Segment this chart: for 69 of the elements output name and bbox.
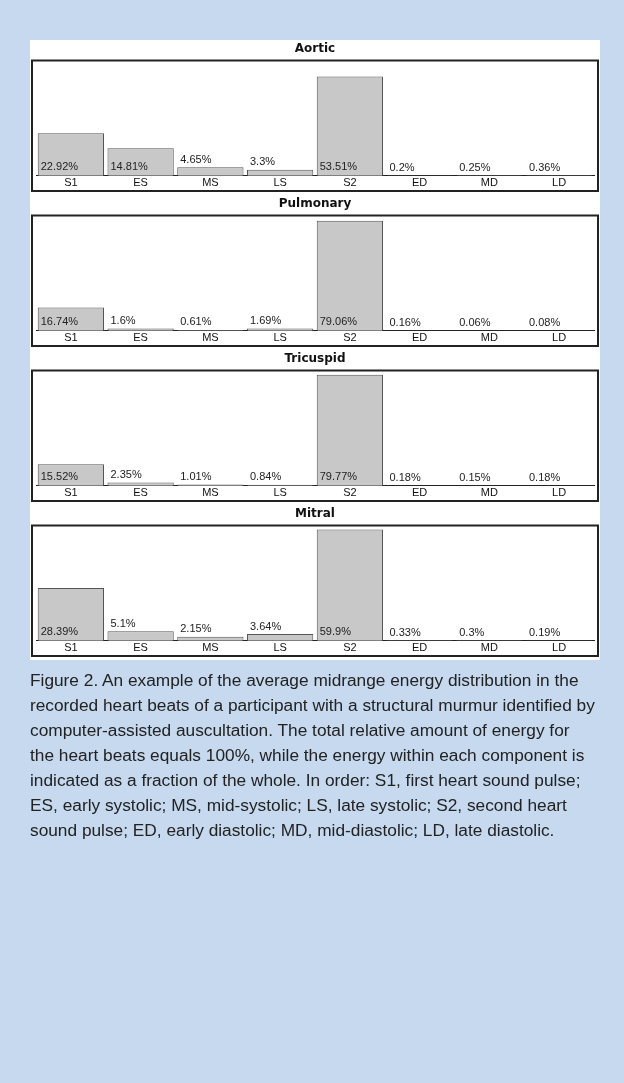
- x-tick-label: S2: [343, 331, 357, 344]
- x-tick-label: ED: [411, 641, 428, 654]
- data-label: 0.61%: [180, 315, 212, 328]
- x-tick-label: MD: [480, 486, 498, 499]
- data-label: 28.39%: [40, 625, 79, 638]
- x-tick-label: ES: [133, 641, 148, 654]
- data-label: 0.2%: [389, 160, 415, 173]
- x-tick-label: ES: [133, 486, 148, 499]
- data-label: 0.16%: [389, 316, 421, 329]
- x-tick-label: S2: [343, 176, 357, 189]
- x-tick-label: LS: [273, 331, 287, 344]
- data-label: 1.01%: [180, 469, 212, 482]
- data-label: 16.74%: [40, 315, 79, 328]
- x-tick-label: MD: [480, 331, 498, 344]
- x-tick-label: LS: [273, 486, 287, 499]
- chart-title: Aortic: [294, 41, 336, 56]
- x-tick-label: MD: [480, 641, 498, 654]
- data-label: 0.36%: [528, 160, 561, 173]
- data-label: 15.52%: [40, 470, 79, 483]
- data-label: 14.81%: [110, 160, 149, 173]
- data-label: 0.84%: [249, 470, 282, 483]
- x-tick-label: S2: [343, 486, 357, 499]
- x-tick-label: MS: [202, 176, 219, 189]
- data-label: 0.25%: [459, 160, 491, 173]
- x-tick-label: S1: [64, 331, 78, 344]
- x-tick-label: S1: [64, 641, 78, 654]
- x-tick-label: LD: [552, 176, 567, 189]
- data-label: 22.92%: [40, 160, 79, 173]
- x-tick-label: S2: [343, 641, 357, 654]
- x-tick-label: LS: [273, 641, 287, 654]
- x-tick-label: LD: [552, 331, 567, 344]
- x-tick-label: LD: [552, 641, 567, 654]
- data-label: 2.15%: [180, 622, 212, 635]
- chart-title: Tricuspid: [284, 351, 346, 366]
- data-label: 1.69%: [249, 313, 282, 326]
- data-label: 0.15%: [459, 471, 491, 484]
- x-tick-label: MS: [202, 641, 219, 654]
- caption: Figure 2. An example of the average midrange energy distribution in the recorded heart beats of a participant with a structural murmur identified by computer-assisted auscultation. The total relative amount of energy for the heart beats equals 100%, while the energy within each component is indicated as a fraction of the whole. In order: S1, first heart sound pulse; ES, early systolic; MS, mid-systolic; LS, late systolic; S2, second heart sound pulse; ED, early diastolic; MD, mid-diastolic; LD, late diastolic.: [30, 669, 596, 842]
- x-tick-label: LS: [273, 176, 287, 189]
- x-tick-label: MD: [480, 176, 498, 189]
- data-label: 3.64%: [249, 619, 282, 632]
- x-tick-label: ED: [411, 486, 428, 499]
- data-label: 1.6%: [110, 314, 136, 327]
- chart-title: Mitral: [295, 506, 335, 521]
- x-tick-label: LD: [552, 486, 567, 499]
- x-tick-label: ED: [411, 331, 428, 344]
- x-tick-label: ES: [133, 331, 148, 344]
- data-label: 4.65%: [180, 152, 212, 165]
- x-tick-label: S1: [64, 486, 78, 499]
- x-tick-label: ED: [411, 176, 428, 189]
- data-label: 79.77%: [319, 470, 358, 483]
- data-label: 79.06%: [319, 315, 358, 328]
- data-label: 3.3%: [249, 155, 276, 168]
- data-label: 0.18%: [389, 471, 421, 484]
- data-label: 5.1%: [110, 616, 136, 629]
- x-tick-label: MS: [202, 486, 219, 499]
- data-label: 2.35%: [110, 468, 142, 481]
- x-tick-label: S1: [64, 176, 78, 189]
- data-label: 0.06%: [459, 316, 491, 329]
- data-label: 0.33%: [389, 625, 421, 638]
- x-tick-label: MS: [202, 331, 219, 344]
- data-label: 59.9%: [319, 625, 352, 638]
- data-label: 0.19%: [528, 625, 561, 638]
- chart-title: Pulmonary: [278, 196, 352, 211]
- data-label: 0.3%: [459, 625, 485, 638]
- x-tick-label: ES: [133, 176, 148, 189]
- data-label: 0.18%: [528, 471, 561, 484]
- data-label: 0.08%: [528, 316, 561, 329]
- data-label: 53.51%: [319, 160, 358, 173]
